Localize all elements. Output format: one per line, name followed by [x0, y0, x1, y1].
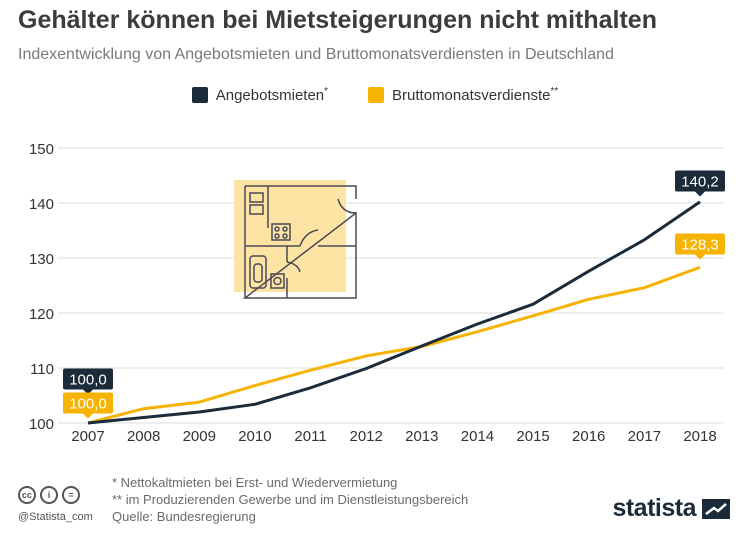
- chart-subtitle: Indexentwicklung von Angebotsmieten und …: [18, 46, 614, 63]
- data-label-angebot-2018-text: 140,2: [681, 174, 719, 191]
- x-axis: 2007 2008 2009 2010 2011 2012 2013 2014 2015 2016…: [71, 428, 716, 445]
- data-label-brutto-2018: 128,3: [675, 233, 725, 260]
- data-label-angebot-2007-text: 100,0: [69, 372, 107, 389]
- grid-lines: [58, 147, 724, 424]
- statista-handle: @Statista_com: [18, 511, 93, 523]
- x-tick-label: 2007: [71, 428, 104, 445]
- legend-item-bruttomonatsverdienste: Bruttomonatsverdienste**: [368, 86, 558, 104]
- legend-label-text: Angebotsmieten: [215, 87, 325, 104]
- source-label: Quelle: Bundesregierung: [112, 509, 256, 524]
- floorplan-bathtub-inner: [253, 263, 263, 283]
- y-tick-label: 120: [29, 306, 54, 323]
- x-tick-label: 2015: [516, 428, 549, 445]
- floorplan-toilet-bowl: [273, 276, 282, 286]
- statista-logo-icon: [702, 498, 730, 519]
- x-tick-label: 2017: [628, 428, 661, 445]
- legend-label-angebotsmieten: Angebotsmieten*: [216, 86, 328, 104]
- statista-logo[interactable]: statista: [612, 494, 730, 523]
- series-line-angebotsmieten: [87, 200, 701, 425]
- series-line-bruttomonatsverdienste: [87, 265, 701, 425]
- floorplan-cabinet: [249, 192, 264, 203]
- floorplan-burner: [282, 233, 288, 239]
- data-label-brutto-2007-pointer: [83, 413, 93, 419]
- x-tick-label: 2011: [294, 428, 326, 445]
- legend-swatch-yellow: [368, 87, 385, 103]
- y-tick-label: 140: [29, 196, 54, 213]
- data-label-angebot-2018: 140,2: [675, 170, 725, 197]
- x-tick-label: 2014: [461, 428, 494, 445]
- license-icons: cc i =: [18, 486, 80, 504]
- data-label-brutto-2007: 100,0: [63, 392, 113, 419]
- data-label-angebot-2007: 100,0: [63, 368, 113, 395]
- legend-label-text: Bruttomonatsverdienste: [392, 87, 551, 104]
- footnote-bruttomonatsverdienste: ** im Produzierenden Gewerbe und im Dien…: [112, 492, 469, 507]
- data-label-angebot-2007-box: [63, 368, 113, 390]
- x-tick-label: 2009: [183, 428, 216, 445]
- x-tick-label: 2010: [238, 428, 271, 445]
- y-tick-label: 100: [29, 416, 54, 433]
- logo-text: statista: [612, 494, 696, 522]
- data-label-angebot-2007-pointer: [83, 389, 93, 395]
- data-label-brutto-2018-text: 128,3: [681, 237, 719, 254]
- data-label-callouts: 100,0 100,0 140,2 128,3: [63, 170, 725, 419]
- by-icon: i: [40, 486, 58, 504]
- y-tick-label: 110: [30, 361, 54, 378]
- floorplan-wall: [242, 211, 357, 299]
- x-tick-label: 2012: [349, 428, 382, 445]
- floorplan-wall: [245, 185, 357, 199]
- floorplan-bathtub: [249, 255, 267, 289]
- x-tick-label: 2016: [572, 428, 605, 445]
- floorplan-door: [299, 229, 319, 247]
- floorplan-door: [286, 261, 301, 273]
- data-label-brutto-2018-pointer: [695, 254, 705, 260]
- data-label-angebot-2018-box: [675, 170, 725, 192]
- y-tick-label: 150: [29, 141, 54, 158]
- floorplan-stove: [271, 223, 291, 241]
- legend-footnote-mark: **: [550, 86, 559, 97]
- footnotes: * Nettokaltmieten bei Erst- und Wiederve…: [112, 474, 468, 508]
- x-tick-label: 2018: [683, 428, 716, 445]
- legend-label-bruttomonatsverdienste: Bruttomonatsverdienste**: [392, 86, 558, 104]
- data-label-brutto-2007-box: [63, 392, 113, 414]
- apartment-floorplan-illustration: [234, 180, 357, 299]
- x-tick-label: 2008: [127, 428, 160, 445]
- floorplan-door: [337, 198, 357, 214]
- legend-footnote-mark: *: [324, 86, 329, 97]
- chart-title: Gehälter können bei Mietsteigerungen nic…: [18, 6, 657, 34]
- cc-icon: cc: [18, 486, 36, 504]
- data-label-angebot-2018-pointer: [695, 191, 705, 197]
- floorplan-burner: [274, 226, 280, 232]
- data-label-brutto-2007-text: 100,0: [69, 396, 107, 413]
- floorplan-cabinet: [249, 204, 264, 215]
- data-label-brutto-2018-box: [675, 233, 725, 255]
- legend-item-angebotsmieten: Angebotsmieten*: [191, 86, 328, 104]
- y-axis: 100 110 120 130 140 150: [29, 141, 54, 433]
- floorplan-toilet: [270, 273, 285, 289]
- floorplan-burner: [274, 233, 280, 239]
- footnote-angebotsmieten: * Nettokaltmieten bei Erst- und Wiederve…: [112, 475, 398, 490]
- legend-swatch-navy: [191, 87, 208, 103]
- x-tick-label: 2013: [405, 428, 438, 445]
- legend: Angebotsmieten* Bruttomonatsverdienste**: [0, 86, 750, 104]
- nd-icon: =: [62, 486, 80, 504]
- floorplan-burner: [282, 226, 288, 232]
- y-tick-label: 130: [29, 251, 54, 268]
